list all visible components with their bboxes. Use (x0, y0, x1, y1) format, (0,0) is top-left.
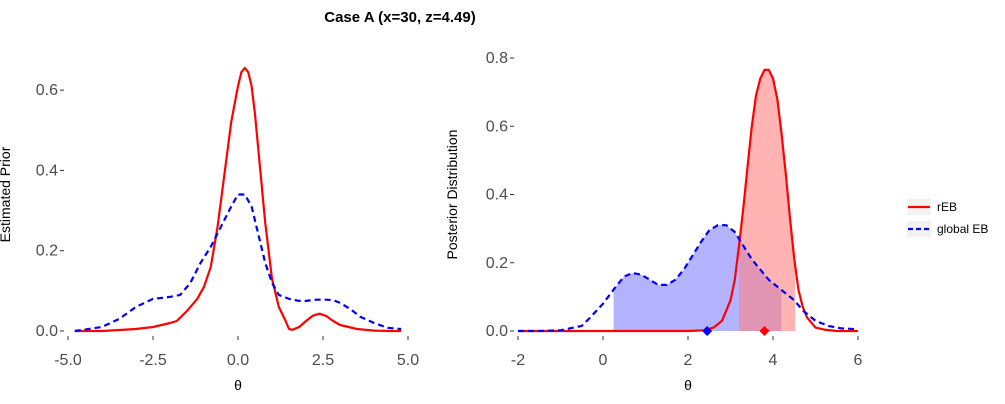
left-xtick-label: -2.5 (139, 352, 167, 369)
right-x-axis-label: θ (684, 377, 692, 393)
left-y-axis-label: Estimated Prior (0, 146, 13, 242)
right-point-estimate-global-eb (702, 326, 713, 336)
right-xtick-label: 0 (599, 352, 608, 369)
right-y-axis-label: Posterior Distribution (444, 130, 460, 260)
right-curve-global-eb (518, 224, 859, 333)
right-point-estimate-reb (759, 326, 770, 336)
legend-label-reb: rEB (937, 200, 957, 214)
right-xtick-label: 6 (854, 352, 863, 369)
left-xtick-label: 5.0 (397, 352, 419, 369)
left-x-axis-label: θ (234, 377, 242, 393)
left-curve-reb (74, 66, 402, 333)
left-ytick-label: 0.0 (36, 323, 58, 340)
left-xtick-label: 2.5 (312, 352, 334, 369)
left-panel-prior: 0.0 0.2 0.4 0.6 -5.0 -2.5 0.0 2.5 5.0 θ Estimated … (0, 66, 419, 393)
right-xtick-label: 2 (684, 352, 693, 369)
right-ytick-label: 0.0 (486, 323, 508, 340)
right-xtick-label: -2 (511, 352, 525, 369)
left-curve-global-eb (74, 193, 402, 333)
left-ytick-label: 0.6 (36, 82, 58, 99)
chart-title: Case A (x=30, z=4.49) (324, 9, 475, 26)
legend-label-global-eb: global EB (937, 222, 988, 236)
right-panel-posterior: 0.0 0.2 0.4 0.6 0.8 -2 0 2 4 6 θ Posterior Distribu… (444, 50, 863, 393)
left-ytick-label: 0.4 (36, 162, 58, 179)
right-ytick-label: 0.2 (486, 255, 508, 272)
left-xtick-label: 0.0 (227, 352, 249, 369)
right-ytick-label: 0.4 (486, 187, 508, 204)
right-interval-reb (739, 69, 796, 332)
right-ytick-label: 0.8 (486, 50, 508, 67)
legend: rEB global EB (907, 199, 988, 237)
right-xtick-label: 4 (769, 352, 778, 369)
left-xtick-label: -5.0 (54, 352, 82, 369)
right-ytick-label: 0.6 (486, 118, 508, 135)
left-ytick-label: 0.2 (36, 243, 58, 260)
